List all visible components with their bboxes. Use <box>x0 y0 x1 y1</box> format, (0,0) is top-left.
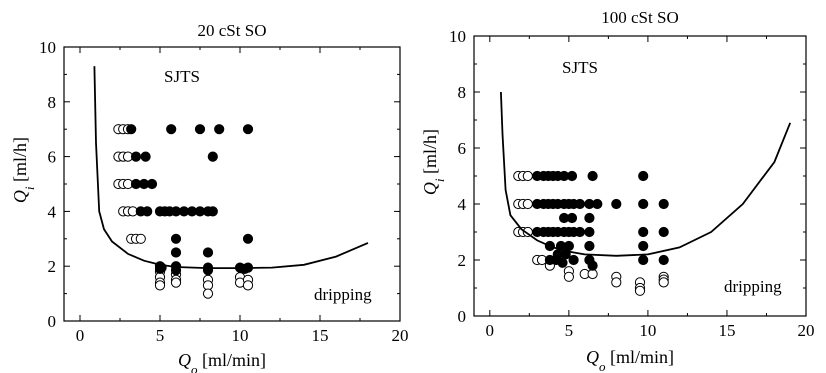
filled-data-point <box>142 206 153 217</box>
filled-data-point <box>638 226 649 238</box>
y-tick-label: 10 <box>449 27 466 46</box>
y-tick-label: 6 <box>48 148 57 167</box>
filled-data-point <box>658 254 669 266</box>
y-tick-label: 2 <box>458 251 467 270</box>
filled-data-point <box>638 254 649 266</box>
filled-data-point <box>170 265 182 276</box>
chart-title: 100 cSt SO <box>601 8 678 27</box>
filled-data-point <box>170 233 182 244</box>
x-tick-label: 15 <box>718 321 735 340</box>
filled-data-point <box>587 260 598 271</box>
open-data-point <box>202 288 214 299</box>
open-data-point <box>135 233 146 244</box>
filled-data-point <box>557 257 568 268</box>
open-data-point <box>522 198 533 210</box>
chart-title: 20 cSt SO <box>198 21 267 40</box>
x-tick-label: 5 <box>156 326 165 345</box>
filled-data-point <box>658 198 669 210</box>
y-tick-label: 4 <box>48 202 57 221</box>
filled-data-point <box>126 124 137 135</box>
filled-data-point <box>574 226 586 238</box>
annotation-dripping: dripping <box>314 285 372 304</box>
open-data-point <box>170 277 182 288</box>
x-tick-label: 20 <box>392 326 409 345</box>
y-axis-label: Qi [ml/h] <box>10 137 37 203</box>
filled-data-point <box>638 198 649 210</box>
filled-data-point <box>207 206 218 217</box>
x-tick-label: 10 <box>232 326 249 345</box>
filled-data-point <box>638 240 649 252</box>
filled-data-point <box>214 124 225 135</box>
open-data-point <box>154 280 166 291</box>
filled-data-point <box>202 247 214 258</box>
filled-data-point <box>638 170 649 182</box>
y-tick-label: 10 <box>39 38 56 57</box>
x-axis-label: Qo [ml/min] <box>586 347 674 373</box>
open-data-point <box>242 280 254 291</box>
filled-data-point <box>584 240 595 252</box>
annotation-sjts: SJTS <box>164 67 200 86</box>
open-data-point <box>563 271 575 282</box>
filled-data-point <box>207 151 218 162</box>
filled-data-point <box>170 247 182 258</box>
boundary-curve <box>500 91 792 257</box>
open-data-point <box>522 170 533 182</box>
filled-data-point <box>566 212 578 224</box>
filled-data-point <box>584 226 595 238</box>
y-tick-label: 4 <box>458 195 467 214</box>
open-data-point <box>658 277 669 288</box>
boundary-curve <box>93 66 369 269</box>
filled-data-point <box>166 124 177 135</box>
y-tick-label: 2 <box>48 257 57 276</box>
filled-data-point <box>242 124 254 135</box>
open-data-point <box>611 277 622 288</box>
open-data-point <box>634 285 646 296</box>
y-axis-label: Qi [ml/h] <box>420 129 447 195</box>
x-axis-label: Qo [ml/min] <box>178 350 266 373</box>
x-tick-label: 15 <box>312 326 329 345</box>
annotation-sjts: SJTS <box>562 58 598 77</box>
x-tick-label: 0 <box>486 321 495 340</box>
filled-data-point <box>140 151 151 162</box>
filled-data-point <box>574 198 586 210</box>
filled-data-point <box>242 233 254 244</box>
filled-data-point <box>130 151 142 162</box>
x-tick-label: 0 <box>76 326 85 345</box>
filled-data-point <box>592 198 603 210</box>
filled-data-point <box>194 124 206 135</box>
filled-data-point <box>568 254 579 266</box>
y-tick-label: 6 <box>458 139 467 158</box>
filled-data-point <box>202 265 214 276</box>
filled-data-point <box>584 212 595 224</box>
y-tick-label: 0 <box>458 307 467 326</box>
y-tick-label: 8 <box>48 93 57 112</box>
x-tick-label: 10 <box>639 321 656 340</box>
open-data-point <box>587 268 598 280</box>
annotation-dripping: dripping <box>724 277 782 296</box>
filled-data-point <box>146 178 158 190</box>
filled-data-point <box>563 240 575 252</box>
filled-data-point <box>587 170 598 182</box>
y-tick-label: 8 <box>458 83 467 102</box>
x-tick-label: 20 <box>798 321 815 340</box>
filled-data-point <box>566 170 578 182</box>
y-tick-label: 0 <box>48 312 57 331</box>
filled-data-point <box>611 198 622 210</box>
x-tick-label: 5 <box>565 321 574 340</box>
filled-data-point <box>658 226 669 238</box>
